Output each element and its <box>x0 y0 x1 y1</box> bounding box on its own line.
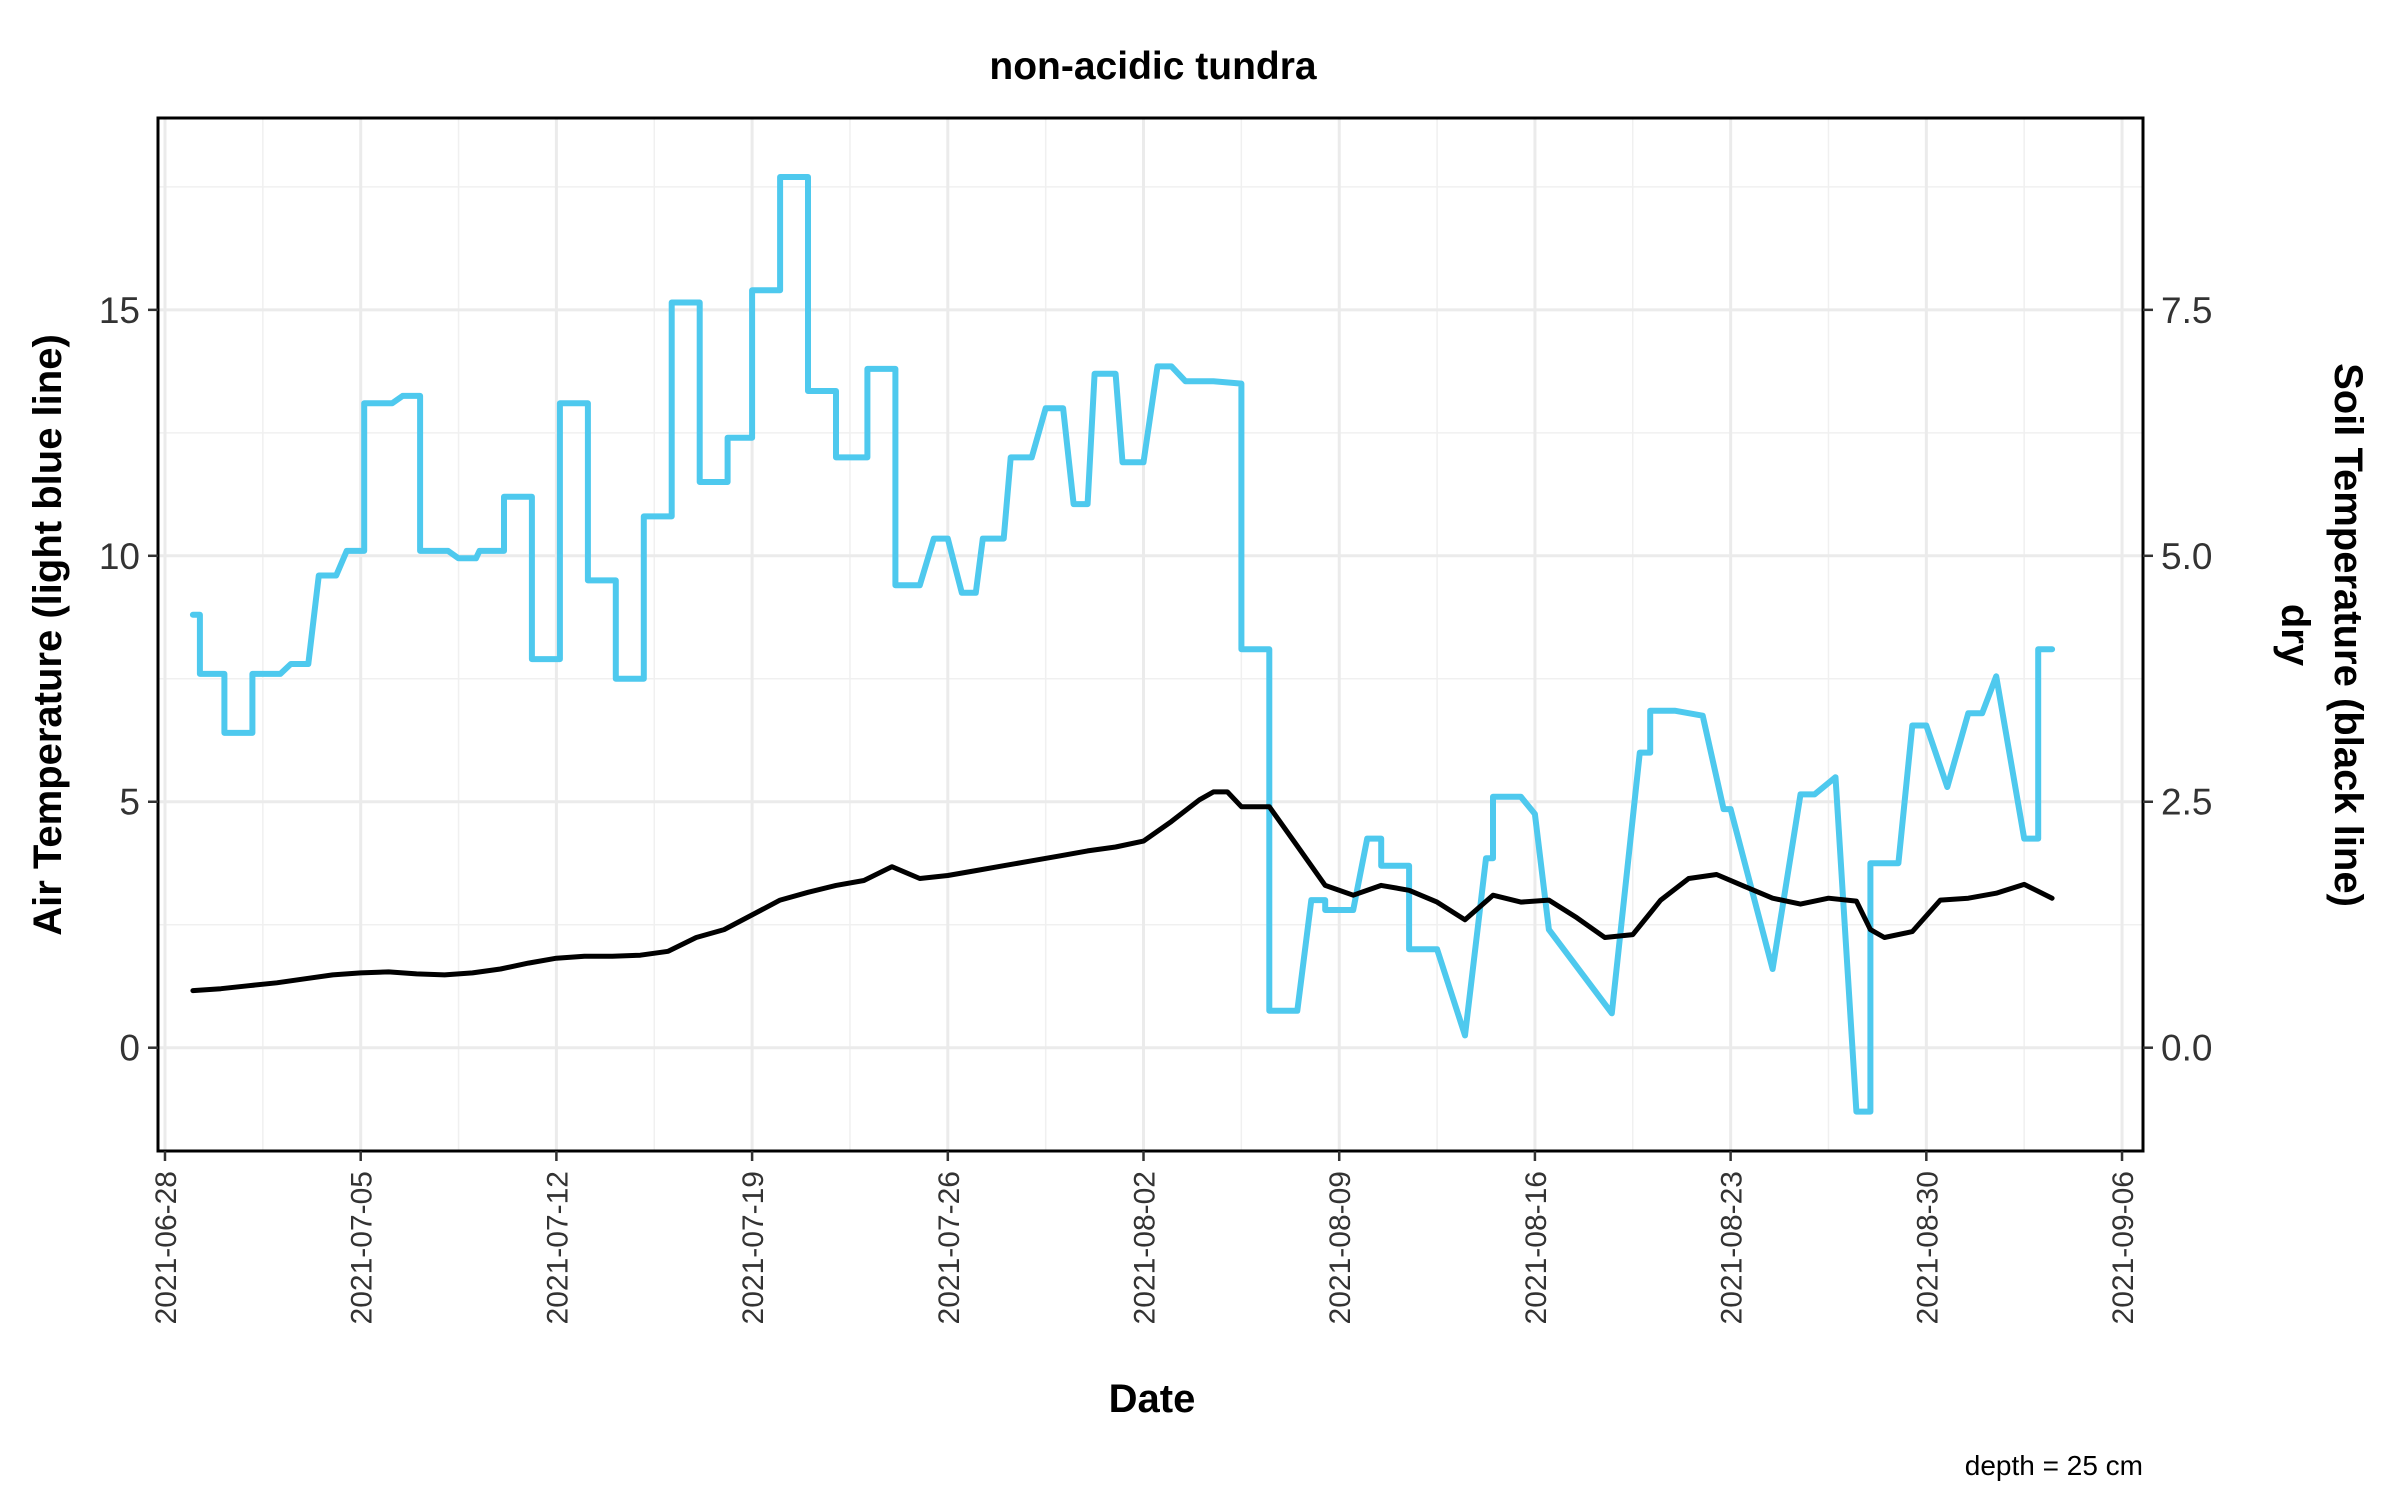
x-tick-label: 2021-06-28 <box>150 1171 183 1324</box>
y-right-tick-label: 5.0 <box>2161 536 2212 577</box>
x-tick-label: 2021-08-02 <box>1129 1171 1162 1324</box>
x-tick-label: 2021-07-26 <box>933 1171 966 1324</box>
x-tick-label: 2021-07-19 <box>737 1171 770 1324</box>
y-left-tick-label: 15 <box>99 290 140 331</box>
plot-panel-border <box>156 116 2145 1153</box>
y-right-tick-label: 2.5 <box>2161 782 2212 823</box>
axis-layer: 2021-06-28 2021-07-05 2021-07-12 2021-07-19… <box>99 290 2213 1325</box>
x-tick-label: 2021-07-12 <box>541 1171 574 1324</box>
y-left-axis-title: Air Temperature (light blue line) <box>26 334 70 936</box>
series-layer <box>189 174 2056 1115</box>
x-axis-title: Date <box>1109 1377 1196 1421</box>
x-tick-label: 2021-09-06 <box>2107 1171 2140 1324</box>
air-temperature-line <box>189 174 2056 1115</box>
y-right-tick-label: 7.5 <box>2161 290 2212 331</box>
grid-minor <box>158 118 2143 1151</box>
x-tick-label: 2021-08-09 <box>1324 1171 1357 1324</box>
x-tick-label: 2021-08-30 <box>1911 1171 1944 1324</box>
caption: depth = 25 cm <box>1965 1450 2143 1481</box>
y-left-tick-label: 0 <box>119 1028 140 1069</box>
x-tick-label: 2021-08-23 <box>1716 1171 1749 1324</box>
y-left-tick-label: 10 <box>99 536 140 577</box>
x-tick-label: 2021-07-05 <box>346 1171 379 1324</box>
soil-temperature-line <box>190 789 2055 994</box>
x-tick-label: 2021-08-16 <box>1520 1171 1553 1324</box>
y-left-tick-label: 5 <box>119 782 140 823</box>
y-right-axis-title-line2: dry <box>2273 604 2317 667</box>
chart-title: non-acidic tundra <box>989 45 1316 88</box>
y-right-axis-title-line1: Soil Temperature (black line) <box>2326 363 2370 907</box>
y-right-tick-label: 0.0 <box>2161 1028 2212 1069</box>
grid-major <box>158 118 2143 1151</box>
